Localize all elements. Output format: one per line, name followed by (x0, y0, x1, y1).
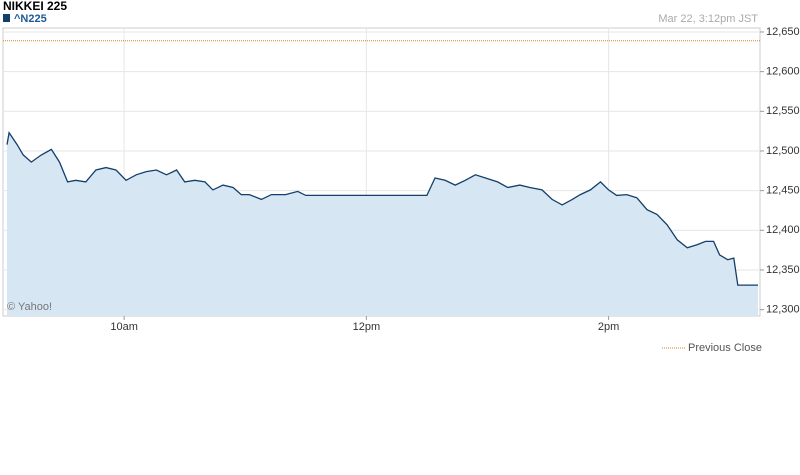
legend-swatch (3, 14, 10, 22)
x-tick-label: 2pm (598, 321, 619, 333)
y-tick-label: 12,650 (766, 26, 800, 38)
timestamp: Mar 22, 3:12pm JST (658, 13, 758, 25)
credit: © Yahoo! (7, 301, 52, 313)
area (7, 132, 758, 316)
legend-label: ^N225 (14, 13, 47, 25)
y-tick-label: 12,450 (766, 185, 800, 197)
x-tick-label: 12pm (353, 321, 381, 333)
x-tick-label: 10am (110, 321, 138, 333)
prev-close-label: Previous Close (688, 342, 762, 354)
y-tick-label: 12,500 (766, 145, 800, 157)
y-tick-label: 12,400 (766, 224, 800, 236)
y-tick-label: 12,550 (766, 105, 800, 117)
y-tick-label: 12,600 (766, 66, 800, 78)
y-tick-label: 12,300 (766, 304, 800, 316)
y-tick-label: 12,350 (766, 264, 800, 276)
line (6, 130, 758, 286)
chart-title: NIKKEI 225 (3, 0, 67, 13)
